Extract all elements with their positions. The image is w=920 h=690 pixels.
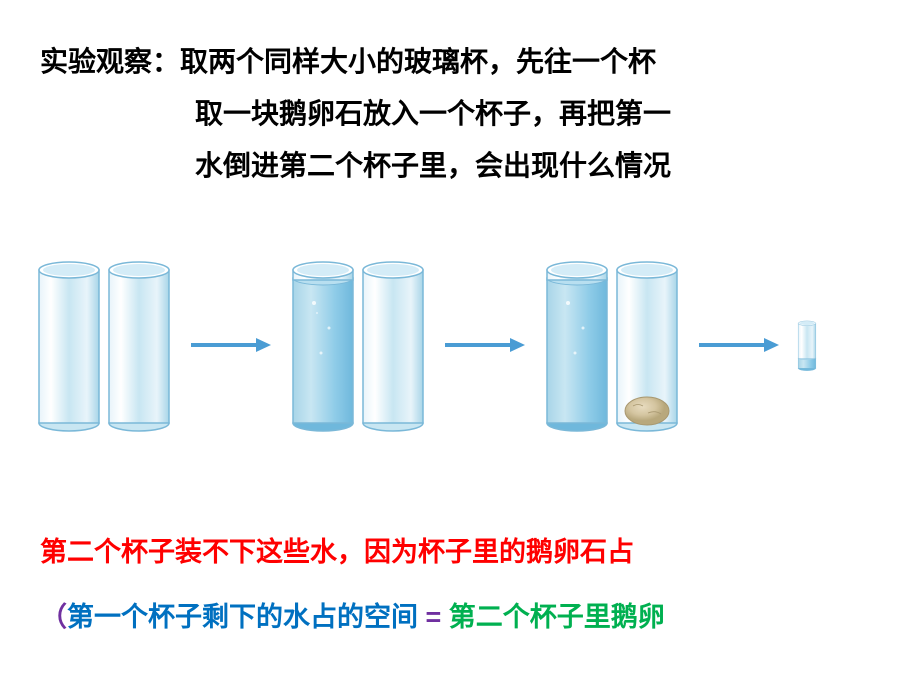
step-1	[35, 258, 173, 433]
glass-with-stone	[613, 258, 681, 433]
glass-full-water	[543, 258, 611, 433]
experiment-line-1-rest: 取两个同样大小的玻璃杯，先往一个杯	[180, 46, 656, 77]
step-3	[543, 258, 681, 433]
arrow-icon	[445, 335, 525, 355]
glass-empty	[35, 258, 103, 433]
conclusion-red: 第二个杯子装不下这些水，因为杯子里的鹅卵石占	[40, 530, 634, 569]
experiment-line-1: 实验观察：取两个同样大小的玻璃杯，先往一个杯	[40, 40, 656, 80]
arrow-icon	[699, 335, 779, 355]
experiment-line-3: 水倒进第二个杯子里，会出现什么情况	[195, 144, 671, 184]
step-4	[797, 258, 817, 433]
equation-right: 第二个杯子里鹅卵	[449, 602, 665, 632]
experiment-line-2: 取一块鹅卵石放入一个杯子，再把第一	[195, 92, 671, 132]
conclusion-equation: （第一个杯子剩下的水占的空间 = 第二个杯子里鹅卵	[40, 595, 665, 634]
step-2	[289, 258, 427, 433]
equals-sign: =	[418, 602, 449, 632]
glass-partial-water	[797, 258, 817, 433]
glass-empty	[359, 258, 427, 433]
equation-left: 第一个杯子剩下的水占的空间	[67, 602, 418, 632]
arrow-icon	[191, 335, 271, 355]
glass-full-water	[289, 258, 357, 433]
experiment-label: 实验观察：	[40, 46, 180, 77]
paren-open: （	[40, 602, 67, 632]
experiment-diagram	[35, 235, 915, 455]
glass-empty	[105, 258, 173, 433]
